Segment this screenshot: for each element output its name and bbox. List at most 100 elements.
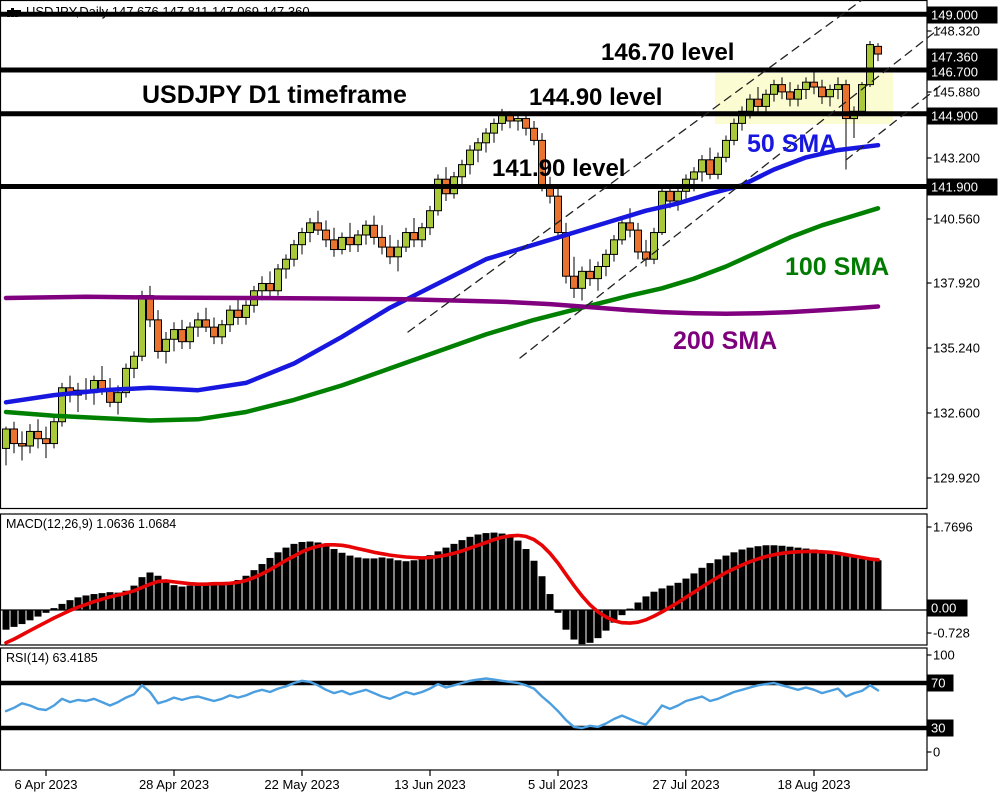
candlestick	[786, 91, 794, 100]
price-badge	[927, 599, 968, 617]
macd-histogram-bar	[122, 590, 130, 610]
main-panel-frame	[0, 0, 928, 510]
macd-histogram-bar	[850, 557, 858, 610]
macd-histogram-bar	[330, 549, 338, 610]
macd-histogram-bar	[130, 585, 138, 610]
level-141-90-label[interactable]: 141.90 level	[492, 155, 626, 182]
macd-histogram-bar	[346, 555, 354, 610]
candlestick	[354, 234, 362, 246]
macd-histogram-bar	[338, 552, 346, 610]
candlestick	[10, 428, 18, 445]
macd-histogram-bar	[178, 586, 186, 610]
candlestick	[210, 326, 218, 338]
macd-histogram-bar	[114, 592, 122, 610]
candlestick	[762, 93, 770, 107]
macd-histogram-bar	[290, 543, 298, 610]
rsi-panel-frame	[0, 647, 928, 771]
timeframe-label[interactable]: USDJPY D1 timeframe	[142, 81, 407, 109]
candlestick	[42, 438, 50, 445]
price-axis-label: 132.600	[933, 406, 980, 421]
macd-histogram-bar	[42, 610, 50, 613]
candlestick	[674, 190, 682, 202]
level-146-70-label[interactable]: 146.70 level	[601, 39, 735, 66]
candlestick	[634, 229, 642, 253]
sma100-label[interactable]: 100 SMA	[785, 253, 890, 281]
level-144-90-label[interactable]: 144.90 level	[529, 84, 663, 111]
candlestick	[842, 84, 850, 120]
sma-50-line	[3, 142, 881, 405]
candlestick	[402, 232, 410, 248]
price-badge	[927, 674, 954, 692]
macd-histogram-bar	[362, 558, 370, 610]
macd-histogram-bar	[674, 582, 682, 610]
macd-histogram-bar	[522, 549, 530, 610]
candlestick	[554, 195, 562, 234]
macd-histogram-bar	[170, 585, 178, 610]
candlestick	[834, 84, 842, 90]
macd-histogram-bar	[618, 610, 626, 616]
candlestick	[818, 86, 826, 98]
macd-histogram-bar	[490, 532, 498, 610]
candlestick	[282, 258, 290, 270]
candlestick	[338, 236, 346, 251]
trendline-dashed	[519, 27, 941, 359]
trendline-dashed	[845, 85, 941, 161]
candlestick	[874, 45, 882, 55]
candlestick	[666, 190, 674, 202]
candlestick	[490, 122, 498, 134]
macd-histogram-bar	[626, 608, 634, 610]
macd-histogram-bar	[162, 581, 170, 610]
macd-histogram-bar	[826, 552, 834, 610]
sma200-label[interactable]: 200 SMA	[673, 327, 778, 355]
macd-histogram-bar	[306, 541, 314, 610]
candlestick	[618, 222, 626, 241]
candlestick	[746, 98, 754, 112]
price-axis-label: 1.7696	[933, 520, 973, 535]
candlestick	[362, 224, 370, 236]
candlestick	[386, 246, 394, 258]
candlestick	[602, 253, 610, 268]
candlestick	[50, 421, 58, 445]
macd-histogram-bar	[586, 610, 594, 643]
macd-histogram-bar	[770, 545, 778, 610]
price-axis-label: 140.560	[933, 212, 980, 227]
price-axis-label: 0	[933, 745, 940, 760]
candlestick	[130, 355, 138, 369]
macd-histogram-bar	[538, 576, 546, 610]
candlestick	[370, 224, 378, 238]
candlestick	[18, 443, 26, 447]
macd-histogram-bar	[458, 540, 466, 610]
date-label: 13 Jun 2023	[394, 777, 466, 792]
macd-histogram-bar	[370, 558, 378, 610]
candlestick	[730, 122, 738, 141]
macd-histogram-bar	[730, 552, 738, 610]
macd-histogram-bar	[50, 608, 58, 610]
macd-histogram-bar	[714, 559, 722, 610]
sma50-label[interactable]: 50 SMA	[747, 130, 838, 158]
candlestick	[274, 268, 282, 292]
candlestick	[186, 326, 194, 343]
macd-histogram-bar	[546, 594, 554, 610]
macd-histogram-bar	[842, 556, 850, 610]
macd-histogram-bar	[434, 551, 442, 610]
price-badge-label: 147.360	[931, 50, 978, 65]
macd-histogram-bar	[154, 575, 162, 610]
candlestick	[170, 329, 178, 340]
macd-histogram-bar	[666, 585, 674, 610]
price-badge	[927, 107, 998, 125]
macd-histogram-bar	[394, 560, 402, 610]
price-axis-label: 143.200	[933, 151, 980, 166]
price-axis-label: 148.320	[933, 24, 980, 39]
price-badge-label: 149.000	[931, 8, 978, 23]
macd-histogram-bar	[762, 545, 770, 610]
candlestick	[122, 367, 130, 394]
price-axis-label: 137.920	[933, 276, 980, 291]
date-label: 22 May 2023	[264, 777, 339, 792]
macd-histogram-bar	[634, 602, 642, 610]
macd-histogram-bar	[778, 545, 786, 610]
price-badge	[927, 6, 998, 24]
macd-histogram-bar	[242, 575, 250, 610]
macd-histogram-bar	[570, 610, 578, 640]
macd-histogram-bar	[530, 560, 538, 610]
